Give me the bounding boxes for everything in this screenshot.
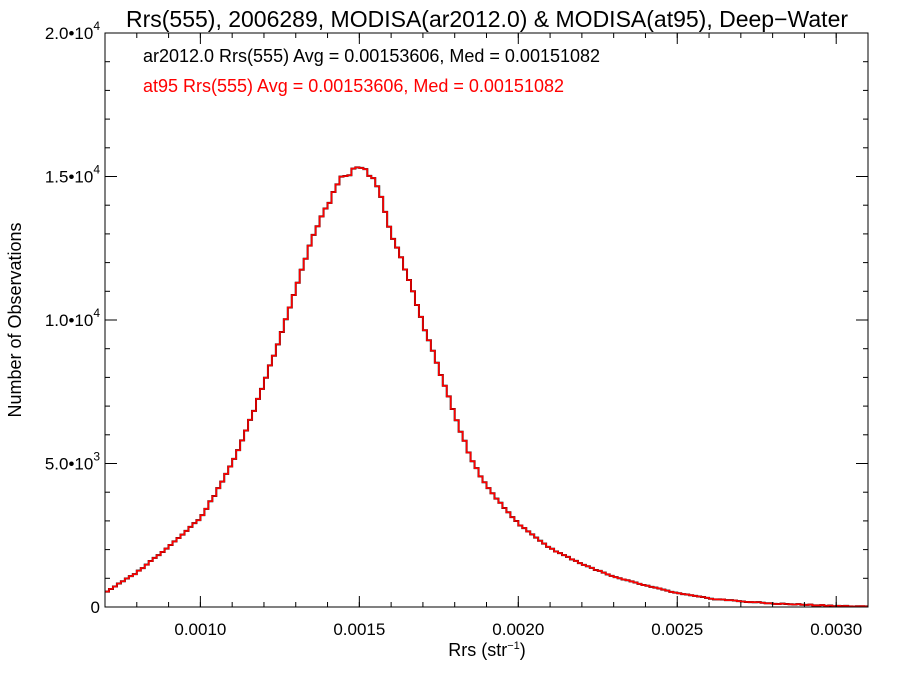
chart-title: Rrs(555), 2006289, MODISA(ar2012.0) & MO… — [126, 6, 848, 32]
x-tick-labels: 0.0010 0.0015 0.0020 0.0025 0.0030 — [174, 620, 862, 639]
y-tick-labels: 0 5.0•103 1.0•104 1.5•104 2.0•104 — [45, 19, 101, 617]
annotations: ar2012.0 Rrs(555) Avg = 0.00153606, Med … — [143, 46, 600, 96]
y-tick-label: 5.0•103 — [45, 450, 101, 474]
series-traces — [105, 166, 868, 608]
y-axis-label: Number of Observations — [5, 222, 25, 417]
x-axis-label-base: Rrs (str — [448, 640, 507, 660]
annotation-1: ar2012.0 Rrs(555) Avg = 0.00153606, Med … — [143, 46, 600, 66]
y-tick-label: 2.0•104 — [45, 19, 101, 43]
x-tick-label: 0.0020 — [492, 620, 544, 639]
axis-ticks — [104, 32, 869, 608]
y-tick-label: 1.5•104 — [45, 163, 101, 187]
x-tick-label: 0.0010 — [174, 620, 226, 639]
y-tick-label: 0 — [91, 598, 100, 617]
series-line-at95 — [105, 166, 868, 608]
x-tick-label: 0.0030 — [810, 620, 862, 639]
x-tick-label: 0.0025 — [651, 620, 703, 639]
x-axis-label: Rrs (str−1) — [448, 640, 526, 660]
series-line-ar2012-0 — [105, 166, 868, 608]
x-axis-label-sup: −1 — [507, 640, 520, 652]
x-axis-label-close: ) — [520, 640, 526, 660]
annotation-2: at95 Rrs(555) Avg = 0.00153606, Med = 0.… — [143, 76, 564, 96]
x-tick-label: 0.0015 — [333, 620, 385, 639]
y-tick-label: 1.0•104 — [45, 306, 101, 330]
plot-frame — [104, 32, 869, 608]
